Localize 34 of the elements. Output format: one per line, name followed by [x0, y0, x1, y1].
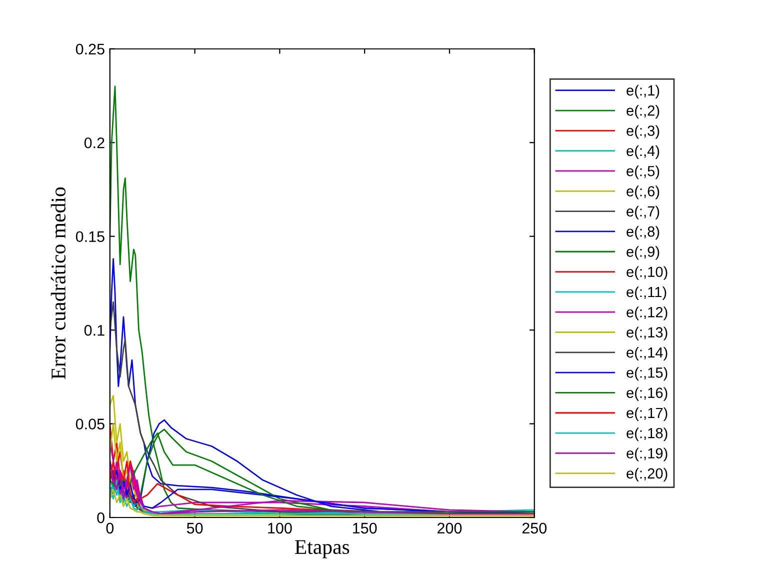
legend-label: e(:,12): [626, 306, 668, 320]
y-axis-title: Error cuadrático medio: [50, 187, 66, 380]
y-tick-label: 0.25: [76, 44, 104, 55]
y-tick-label: 0: [97, 512, 104, 524]
legend-label: e(:,17): [626, 407, 668, 421]
legend-label: e(:,11): [626, 286, 666, 300]
y-tick-label: 0.1: [84, 324, 104, 336]
legend-label: e(:,7): [626, 206, 660, 220]
legend-label: e(:,14): [626, 346, 668, 361]
y-tick-label: 0.05: [76, 418, 104, 430]
x-tick-label: 50: [186, 522, 203, 534]
legend-label: e(:,3): [626, 125, 660, 139]
legend-label: e(:,18): [626, 428, 668, 442]
legend-label: e(:,10): [626, 266, 668, 280]
legend-label: e(:,16): [626, 387, 668, 401]
y-tick-label: 0.15: [76, 231, 104, 242]
x-tick-label: 250: [522, 522, 547, 534]
legend-label: e(:,1): [626, 84, 660, 98]
y-tick-label: 0.2: [84, 137, 104, 148]
x-tick-label: 200: [438, 522, 462, 534]
legend-label: e(:,5): [626, 166, 660, 180]
x-tick-label: 0: [106, 522, 114, 534]
legend-label: e(:,8): [626, 226, 660, 240]
legend-label: e(:,13): [626, 326, 668, 340]
legend-label: e(:,19): [626, 448, 668, 462]
x-tick-label: 150: [353, 522, 377, 534]
legend-label: e(:,2): [626, 105, 660, 119]
x-tick-label: 100: [268, 522, 292, 534]
legend-label: e(:,20): [626, 468, 668, 482]
x-axis-title: Etapas: [294, 540, 350, 558]
legend-label: e(:,15): [626, 367, 668, 381]
legend-label: e(:,6): [626, 186, 660, 200]
legend-label: e(:,9): [626, 246, 660, 260]
legend-label: e(:,4): [626, 145, 660, 159]
